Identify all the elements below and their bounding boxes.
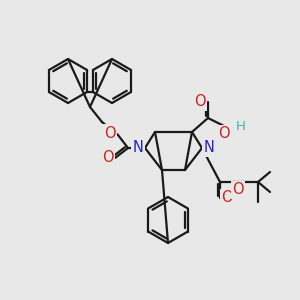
- Text: N: N: [204, 140, 214, 155]
- Text: N: N: [133, 140, 143, 155]
- Text: O: O: [102, 151, 114, 166]
- Text: O: O: [232, 182, 244, 197]
- Text: O: O: [194, 94, 206, 110]
- Text: O: O: [221, 190, 233, 206]
- Text: O: O: [218, 127, 230, 142]
- Text: H: H: [236, 119, 246, 133]
- Text: O: O: [104, 125, 116, 140]
